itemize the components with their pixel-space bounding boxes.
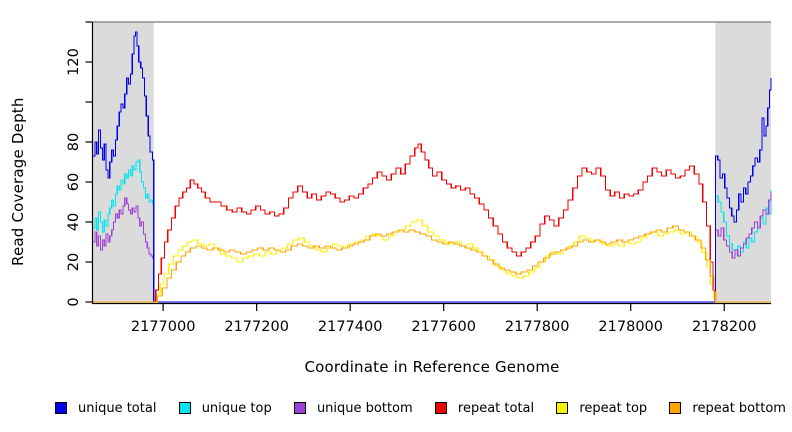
x-tick-label: 2177200 — [224, 319, 289, 335]
legend-item-unique-total: unique total — [55, 401, 156, 416]
y-axis-title: Read Coverage Depth — [9, 97, 27, 267]
x-tick-label: 2178000 — [598, 319, 663, 335]
unique-bottom-swatch — [293, 402, 306, 414]
series-line-unique-top — [93, 159, 772, 303]
series-line-unique-total — [93, 31, 772, 303]
repeat-total-swatch — [434, 402, 447, 414]
x-tick-label: 2177800 — [505, 319, 570, 335]
legend-label: repeat top — [579, 400, 648, 416]
y-tick-label: 20 — [66, 253, 82, 271]
legend-label: unique top — [201, 400, 272, 416]
x-tick-label: 2177600 — [411, 319, 476, 335]
repeat-top-swatch — [556, 402, 569, 414]
series-line-repeat-bottom — [93, 225, 771, 303]
y-tick-label: 0 — [66, 297, 82, 306]
y-tick-label: 120 — [66, 48, 82, 76]
legend-label: unique bottom — [316, 400, 413, 416]
legend: unique total unique top unique bottom repea… — [55, 398, 786, 418]
y-tick-label: 60 — [66, 173, 82, 191]
legend-item-repeat-bottom: repeat bottom — [669, 401, 786, 416]
x-tick-label: 2177400 — [318, 319, 383, 335]
series-line-repeat-total — [93, 143, 771, 303]
repeat-bottom-swatch — [669, 402, 682, 414]
unique-total-swatch — [55, 402, 67, 414]
legend-label: unique total — [78, 400, 157, 416]
x-tick-label: 2178200 — [692, 319, 757, 335]
legend-label: repeat total — [457, 400, 535, 416]
y-tick-label: 40 — [66, 213, 82, 231]
shaded-region-right — [715, 22, 771, 302]
x-axis-title: Coordinate in Reference Genome — [304, 358, 560, 376]
legend-item-unique-top: unique top — [178, 400, 272, 416]
legend-item-repeat-total: repeat total — [434, 400, 535, 416]
shaded-region-left — [93, 22, 154, 302]
legend-label: repeat bottom — [692, 400, 786, 416]
x-tick-label: 2177000 — [131, 319, 196, 335]
series-line-unique-bottom — [93, 192, 772, 303]
unique-top-swatch — [178, 402, 191, 414]
y-tick-label: 80 — [66, 133, 82, 151]
legend-item-repeat-top: repeat top — [556, 401, 647, 416]
series-line-repeat-top — [93, 219, 771, 303]
coverage-chart: 0 20 40 60 80 120 2177000 2177200 2177400 2177600… — [66, 21, 772, 335]
legend-item-unique-bottom: unique bottom — [293, 400, 413, 416]
